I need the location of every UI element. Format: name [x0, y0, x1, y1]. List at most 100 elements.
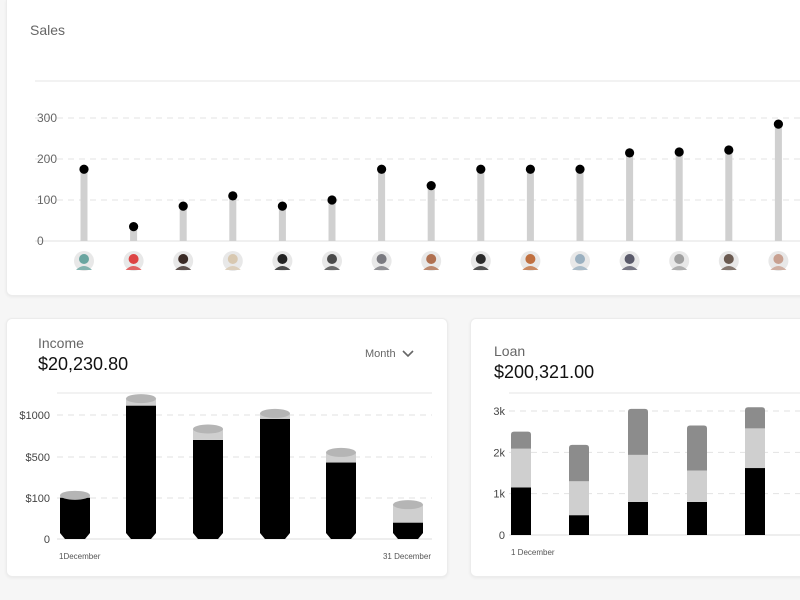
loan-chart: 3k 2k 1k 0 1 December [493, 392, 800, 557]
loan-amount: $200,321.00 [494, 362, 595, 382]
income-bar-cap [60, 490, 90, 500]
sales-stem [378, 169, 386, 241]
income-x-label-end: 31 December [383, 552, 431, 561]
income-bar-light [326, 452, 356, 463]
avatar-head [376, 254, 387, 264]
sales-y-tick: 100 [37, 193, 57, 207]
avatar-body [770, 266, 787, 270]
avatar-head [327, 254, 337, 264]
sales-stem [80, 169, 88, 241]
avatar[interactable] [371, 251, 392, 271]
loan-bar-dark [569, 515, 589, 535]
sales-point [625, 148, 635, 158]
avatar-body [274, 266, 291, 270]
avatar-body [76, 266, 92, 270]
avatar-body [324, 266, 340, 270]
avatar-body [224, 266, 241, 270]
avatar[interactable] [669, 251, 690, 271]
avatar-head [277, 254, 288, 264]
loan-bar-mid [745, 407, 765, 429]
avatar-body [472, 266, 489, 270]
avatar-body [125, 266, 142, 270]
avatar[interactable] [173, 251, 194, 271]
period-dropdown-label: Month [365, 348, 396, 360]
loan-bar-light [745, 428, 765, 469]
sales-point [327, 195, 337, 205]
sales-point [277, 201, 287, 211]
loan-bar-dark [745, 468, 765, 535]
loan-bar-light [687, 470, 707, 502]
avatar[interactable] [421, 251, 442, 271]
loan-bar-dark [687, 501, 707, 535]
income-bar-light [393, 504, 423, 523]
avatar-head [773, 254, 784, 264]
avatar[interactable] [222, 251, 243, 271]
income-bar-cap [393, 500, 423, 510]
sales-stem [725, 149, 733, 241]
sales-stem [626, 152, 634, 241]
income-bar-cap [326, 447, 356, 457]
loan-y-tick: 3k [493, 406, 505, 418]
income-title: Income [38, 335, 84, 351]
income-bar-dark [126, 405, 156, 539]
avatar-body [720, 266, 737, 270]
income-bar-dark [393, 522, 423, 539]
avatar-head [79, 254, 89, 264]
avatar[interactable] [470, 251, 491, 271]
sales-point [228, 191, 238, 201]
income-bar-cap [260, 408, 290, 418]
income-bar-light [193, 429, 223, 440]
sales-point [426, 181, 436, 191]
income-bar-cap [193, 424, 223, 434]
income-y-tick: $500 [26, 452, 50, 464]
sales-stem [526, 169, 534, 241]
income-bar-cap [126, 394, 156, 404]
income-bar-dark [326, 462, 356, 539]
avatar[interactable] [322, 251, 342, 271]
sales-stem [278, 206, 286, 241]
sales-stem [477, 169, 485, 241]
avatar[interactable] [123, 251, 144, 271]
avatar[interactable] [718, 251, 739, 271]
avatar[interactable] [570, 251, 590, 271]
period-dropdown[interactable]: Month [365, 348, 414, 360]
avatar-head [128, 254, 139, 264]
loan-title: Loan [494, 343, 526, 359]
loan-bar-light [569, 481, 589, 516]
avatar[interactable] [520, 251, 541, 271]
avatar[interactable] [272, 251, 293, 271]
avatar-body [423, 266, 440, 270]
sales-stem [130, 226, 138, 241]
sales-stem [179, 206, 187, 241]
avatar-head [624, 254, 635, 264]
sales-y-tick: 200 [37, 152, 57, 166]
sales-stem [675, 152, 683, 241]
loan-bar-mid [511, 431, 531, 449]
avatar[interactable] [74, 251, 94, 271]
avatar[interactable] [619, 251, 640, 271]
avatar-body [671, 266, 688, 270]
sales-stem [427, 185, 435, 241]
sales-chart: 300 200 100 0 [35, 80, 800, 271]
loan-bar-light [628, 454, 648, 502]
sales-point [79, 164, 89, 174]
avatar-head [178, 254, 189, 264]
sales-point [724, 145, 734, 155]
loan-bar-mid [628, 408, 648, 455]
avatar-body [572, 266, 588, 270]
sales-stem [576, 169, 584, 241]
avatar-head [426, 254, 437, 264]
avatar-head [723, 254, 734, 264]
avatar[interactable] [768, 251, 789, 271]
income-y-tick: $100 [26, 493, 50, 505]
chevron-down-icon [402, 350, 414, 358]
loan-y-tick: 1k [493, 489, 505, 501]
loan-y-tick: 0 [499, 530, 505, 542]
loan-bar-mid [687, 425, 707, 471]
income-y-tick: $1000 [19, 410, 50, 422]
sales-point [476, 164, 486, 174]
loan-card: Loan $200,321.00 3k 2k 1k 0 1 December [470, 318, 800, 577]
avatar-body [373, 266, 390, 270]
sales-y-tick: 0 [37, 234, 44, 248]
